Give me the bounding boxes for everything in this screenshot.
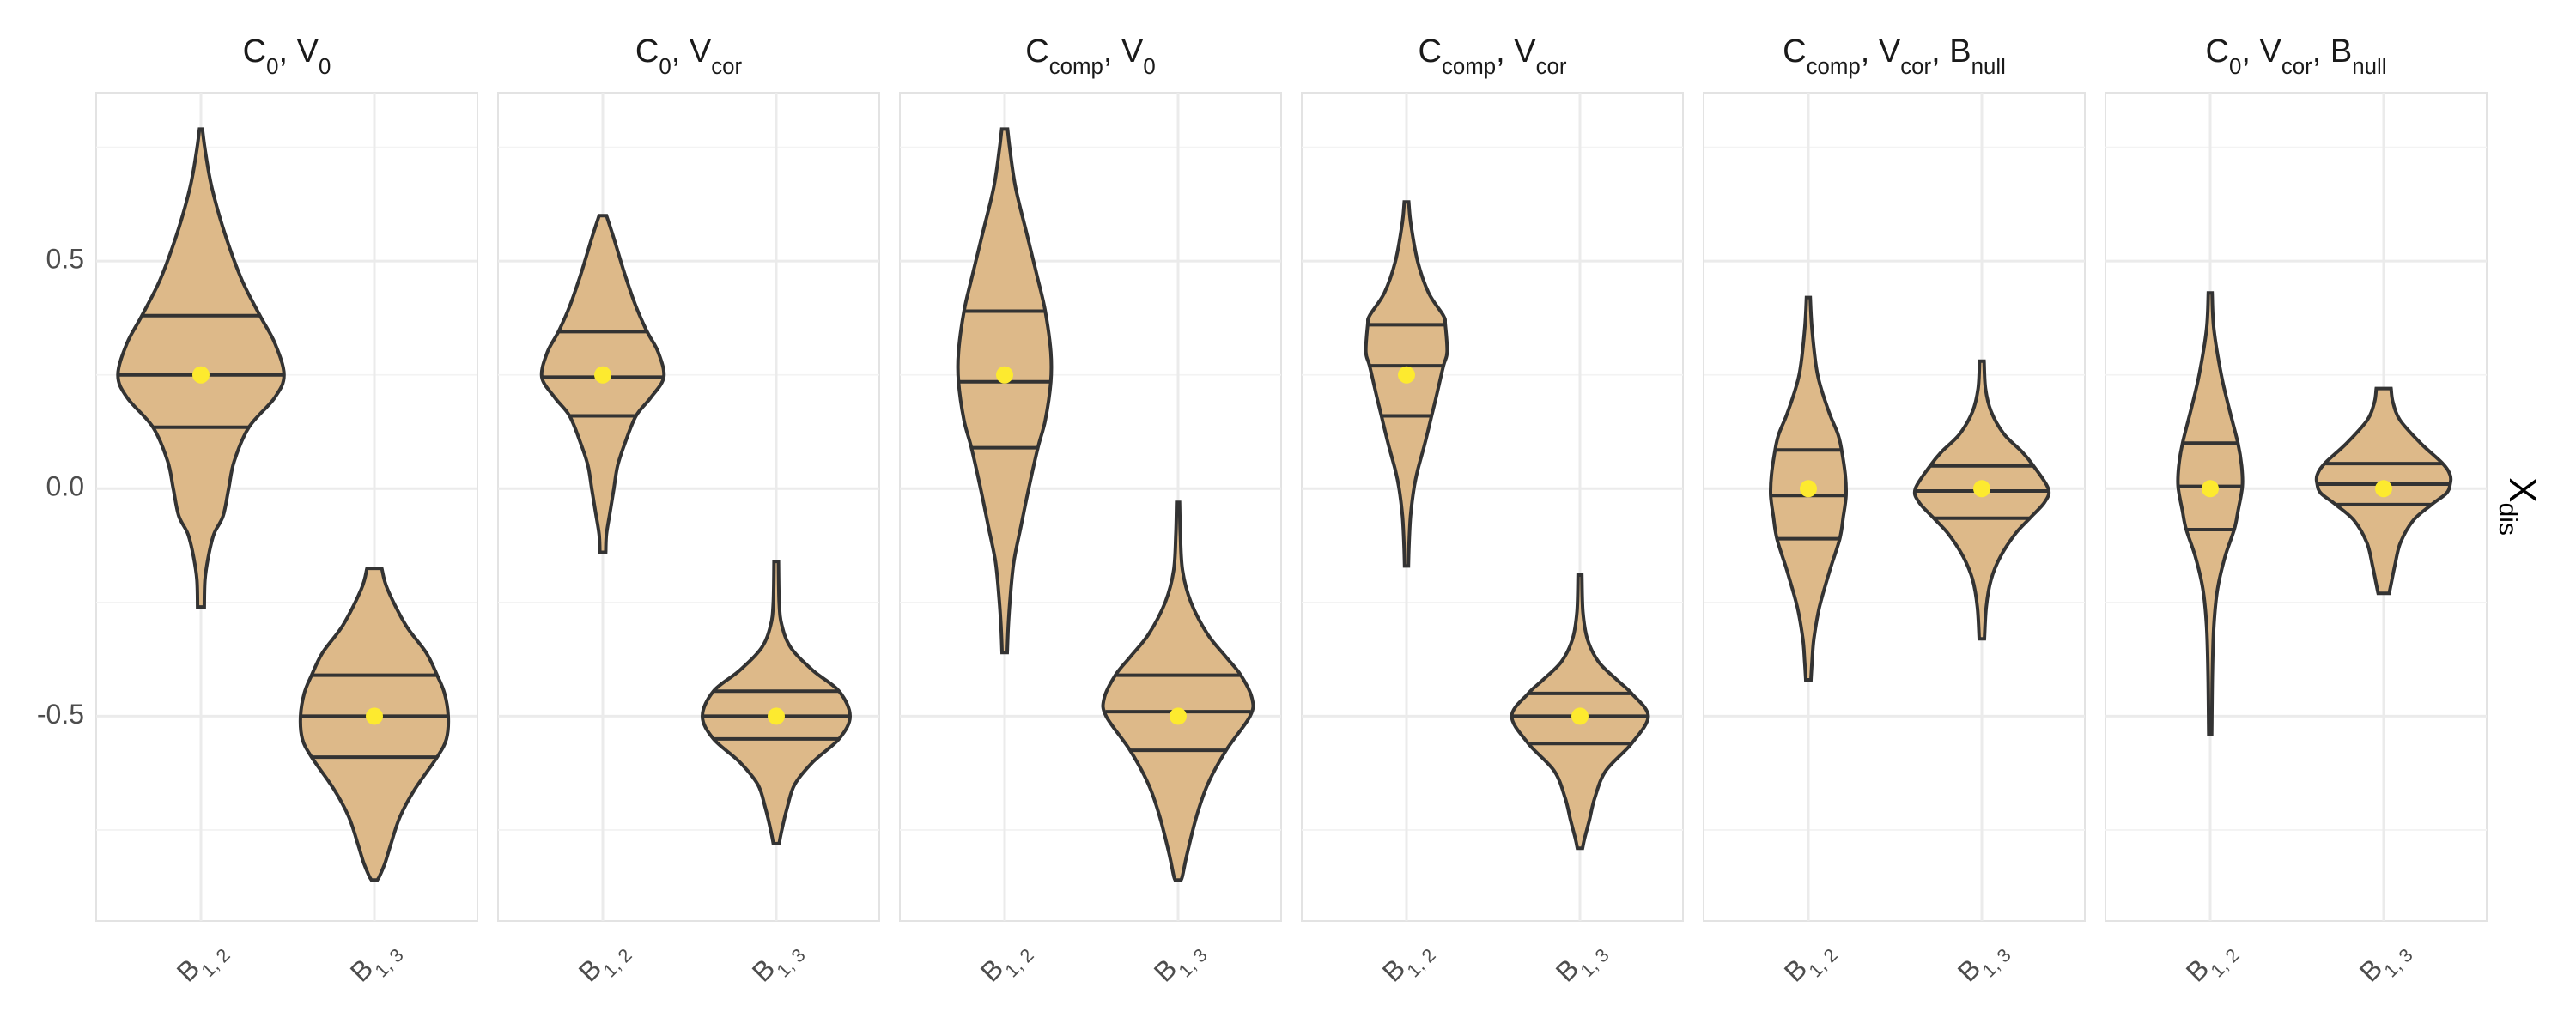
mean-point <box>996 366 1013 384</box>
facet-title-sub: cor <box>1900 55 1931 79</box>
panel-background <box>95 92 478 922</box>
x-tick-label: B1, 3 <box>1148 930 1212 994</box>
violin-shape <box>2176 291 2245 736</box>
facet-title-main: C <box>635 33 659 70</box>
x-tick-label: B1, 3 <box>1550 930 1613 994</box>
facet-title: C0, Vcor, Bnull <box>2206 33 2387 79</box>
facet-title-sep: , <box>1931 33 1949 70</box>
facet-title-main: B <box>2330 33 2352 70</box>
facet-title-main: C <box>1419 33 1442 70</box>
facet-title-sub: 0 <box>2229 55 2241 79</box>
facet-title-sub: comp <box>1442 55 1496 79</box>
x-tick-label: B1, 2 <box>2180 930 2244 994</box>
facet-title-sub: null <box>1971 55 2006 79</box>
facet-title-sep: , <box>1861 33 1879 70</box>
violin-shape <box>1364 200 1449 568</box>
facet-title-sub: 0 <box>659 55 671 79</box>
x-tick-label: B1, 2 <box>171 930 234 994</box>
facet-title: C0, V0 <box>243 33 331 79</box>
mean-point <box>1170 707 1187 725</box>
facet-title-main: B <box>1949 33 1971 70</box>
x-tick-label: B1, 2 <box>1376 930 1440 994</box>
facet-title-sub: cor <box>1536 55 1567 79</box>
y-axis: 0.5 0.0 -0.5 <box>37 244 84 730</box>
mean-point <box>1571 707 1589 725</box>
y-tick-label: 0.0 <box>46 471 84 502</box>
mean-point <box>2202 480 2219 498</box>
facet-title-sep: , <box>1103 33 1121 70</box>
facet-title-sub: 0 <box>266 55 278 79</box>
facet-title-sep: , <box>1496 33 1514 70</box>
facet-title-main: C <box>243 33 266 70</box>
facet-panel-2: C0, Vcor B1, 2 B1, 3 <box>497 33 880 994</box>
facet-title-main: C <box>2206 33 2229 70</box>
mean-point <box>768 707 785 725</box>
facet-panel-6: C0, Vcor, Bnull B1, 2 B1, 3 <box>2105 33 2488 994</box>
facet-title-sub: comp <box>1049 55 1103 79</box>
facet-title-main: V <box>690 33 712 70</box>
facet-title-sep: , <box>2241 33 2259 70</box>
x-tick-label: B1, 3 <box>746 930 810 994</box>
x-tick-label: B1, 2 <box>573 930 636 994</box>
facet-title-main: C <box>1783 33 1806 70</box>
facet-title-sub: comp <box>1807 55 1861 79</box>
facet-title-sub: cor <box>711 55 742 79</box>
mean-point <box>1398 366 1415 384</box>
y-axis-label: Xdis <box>2494 477 2544 536</box>
facet-title-sub: 0 <box>319 55 331 79</box>
facet-panel-3: Ccomp, V0 B1, 2 B1, 3 <box>899 33 1282 994</box>
violin-shape <box>1912 359 2051 641</box>
y-tick-label: -0.5 <box>37 699 84 730</box>
facet-title-main: V <box>2260 33 2282 70</box>
x-tick-label: B1, 2 <box>975 930 1038 994</box>
y-axis-label-main: X <box>2501 477 2543 502</box>
facet-title: Ccomp, V0 <box>1025 33 1155 79</box>
panel-background <box>1301 92 1684 922</box>
facet-title-sub: null <box>2352 55 2386 79</box>
panel-background <box>899 92 1282 922</box>
facet-title-main: V <box>297 33 319 70</box>
mean-point <box>1800 480 1817 498</box>
violin-shape <box>700 560 853 845</box>
y-axis-label-sub: dis <box>2494 503 2522 536</box>
facet-title-sub: cor <box>2281 55 2312 79</box>
violin-shape <box>539 214 666 554</box>
facet-title: Ccomp, Vcor <box>1419 33 1567 79</box>
x-tick-label: B1, 3 <box>2354 930 2417 994</box>
facet-title: Ccomp, Vcor, Bnull <box>1783 33 2006 79</box>
mean-point <box>366 707 383 725</box>
mean-point <box>1973 480 1990 498</box>
panel-background <box>497 92 880 922</box>
facet-title-main: V <box>1514 33 1536 70</box>
x-tick-label: B1, 2 <box>1778 930 1842 994</box>
violin-shape <box>1101 500 1255 882</box>
facet-panel-5: Ccomp, Vcor, Bnull B1, 2 B1, 3 <box>1703 33 2086 994</box>
facet-title-main: V <box>1121 33 1144 70</box>
y-tick-label: 0.5 <box>46 244 84 275</box>
x-tick-label: B1, 3 <box>344 930 408 994</box>
facet-title-sep: , <box>278 33 296 70</box>
facet-title-main: C <box>1025 33 1048 70</box>
facet-title-sep: , <box>2312 33 2330 70</box>
facet-title: C0, Vcor <box>635 33 743 79</box>
facet-title-main: V <box>1879 33 1901 70</box>
facet-panel-4: Ccomp, Vcor B1, 2 B1, 3 <box>1301 33 1684 994</box>
x-tick-label: B1, 3 <box>1952 930 2015 994</box>
mean-point <box>2375 480 2392 498</box>
mean-point <box>594 366 611 384</box>
mean-point <box>192 366 210 384</box>
facet-title-sub: 0 <box>1143 55 1155 79</box>
facet-title-sep: , <box>671 33 690 70</box>
